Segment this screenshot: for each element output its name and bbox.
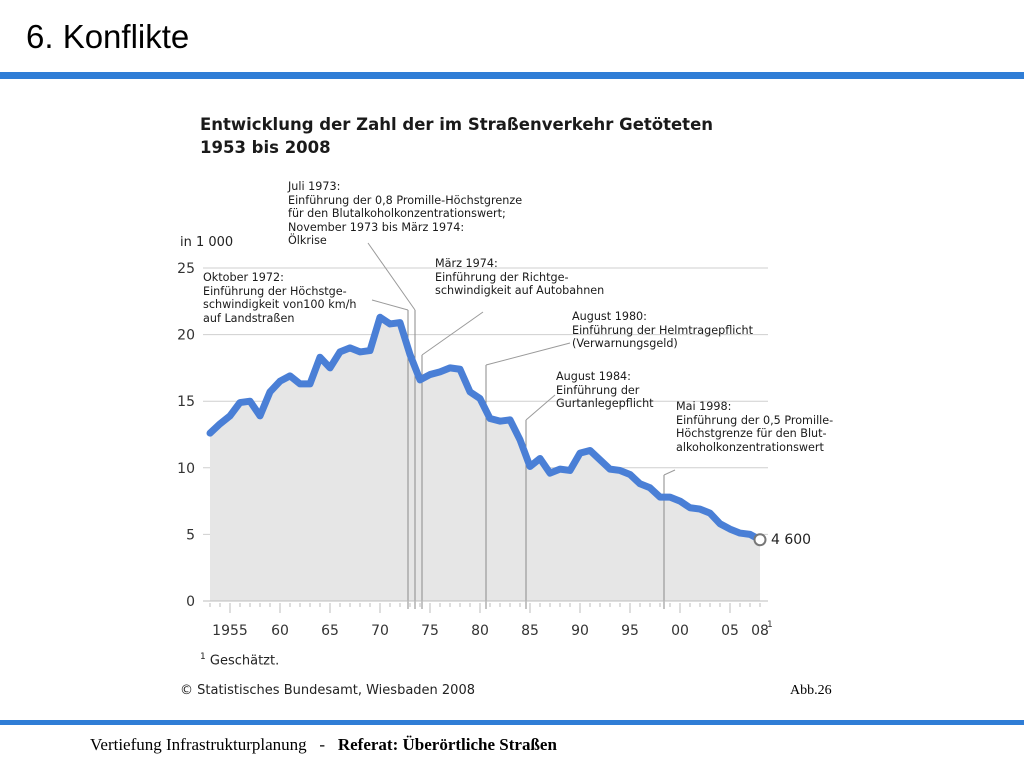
annotation-august-1984-leader bbox=[525, 394, 556, 421]
x-tick-label: 05 bbox=[721, 623, 739, 639]
annotation-line: Gurtanlegepflicht bbox=[556, 397, 654, 411]
top-accent-bar bbox=[0, 72, 1024, 79]
annotation-line: November 1973 bis März 1974: bbox=[288, 220, 465, 234]
y-tick-label: 0 bbox=[186, 594, 195, 610]
x-tick-label: 1955 bbox=[212, 623, 248, 639]
x-tick-label: 08 bbox=[751, 623, 769, 639]
annotation-line: Ölkrise bbox=[288, 234, 327, 248]
annotation-line: Einführung der Richtge- bbox=[435, 270, 569, 284]
annotation-mai-1998: Mai 1998: Einführung der 0,5 Promille- Höc… bbox=[676, 400, 833, 454]
annotation-line: August 1984: bbox=[556, 370, 631, 383]
footer-topic: Referat: Überörtliche Straßen bbox=[337, 735, 557, 754]
annotation-line: August 1980: bbox=[572, 310, 647, 323]
x-tick-label: 65 bbox=[321, 623, 339, 639]
y-axis-unit-label: in 1 000 bbox=[180, 235, 234, 250]
x-tick-label: 90 bbox=[571, 623, 589, 639]
slide-title: 6. Konflikte bbox=[26, 18, 190, 55]
end-value-label: 4 600 bbox=[771, 532, 812, 548]
annotation-line: Höchstgrenze für den Blut- bbox=[676, 427, 827, 441]
annotation-line: Einführung der Helmtragepflicht bbox=[572, 323, 753, 337]
footnote: 1 Geschätzt. bbox=[200, 652, 279, 668]
data-line bbox=[206, 313, 767, 547]
annotation-mai-1998-leader bbox=[663, 469, 676, 476]
y-tick-label: 5 bbox=[186, 527, 195, 543]
annotation-line: Mai 1998: bbox=[676, 400, 732, 413]
chart-title-line-2: 1953 bis 2008 bbox=[200, 138, 331, 157]
annotation-august-1980: August 1980: Einführung der Helmtragepfli… bbox=[572, 310, 753, 351]
annotation-oktober-1972: Oktober 1972: Einführung der Höchstge-sch… bbox=[203, 271, 356, 325]
bottom-accent-bar bbox=[0, 720, 1024, 725]
footer-course: Vertiefung Infrastrukturplanung - bbox=[90, 735, 338, 754]
x-tick-label: 85 bbox=[521, 623, 539, 639]
footnote-text: Geschätzt. bbox=[209, 653, 280, 669]
y-tick-label: 25 bbox=[177, 261, 195, 277]
y-tick-label: 20 bbox=[177, 328, 195, 344]
figure-label: Abb.26 bbox=[790, 683, 832, 698]
annotation-maerz-1974-leader bbox=[421, 311, 484, 356]
annotation-line: Einführung der bbox=[556, 383, 640, 397]
series-line bbox=[206, 313, 764, 544]
x-tick-label: 80 bbox=[471, 623, 489, 639]
annotation-line: (Verwarnungsgeld) bbox=[572, 337, 678, 351]
y-tick-label: 10 bbox=[177, 461, 195, 477]
x-tick-label: 60 bbox=[271, 623, 289, 639]
x-tick-label: 95 bbox=[621, 623, 639, 639]
annotation-line: Einführung der 0,8 Promille-Höchstgrenze bbox=[288, 193, 523, 207]
chart-title-line-1: Entwicklung der Zahl der im Straßenverke… bbox=[200, 115, 714, 134]
x-tick-label: 75 bbox=[421, 623, 439, 639]
annotation-line: schwindigkeit von100 km/h bbox=[203, 298, 357, 312]
x-footnote-marker: 1 bbox=[767, 620, 773, 630]
y-tick-label: 15 bbox=[177, 394, 195, 410]
annotation-oktober-1972-leader bbox=[371, 299, 409, 311]
annotation-line: Einführung der 0,5 Promille- bbox=[676, 413, 834, 427]
x-tick-label: 70 bbox=[371, 623, 389, 639]
annotation-line: auf Landstraßen bbox=[203, 311, 295, 325]
annotation-maerz-1974: März 1974: Einführung der Richtge-schwind… bbox=[435, 257, 604, 298]
annotation-juli-1973: Juli 1973: Einführung der 0,8 Promille-Hö… bbox=[288, 180, 522, 248]
end-point-marker bbox=[753, 533, 767, 547]
area-fill bbox=[210, 317, 760, 601]
annotation-line: alkoholkonzentrationswert bbox=[676, 440, 824, 454]
source-credit: © Statistisches Bundesamt, Wiesbaden 200… bbox=[180, 683, 475, 698]
x-tick-label: 00 bbox=[671, 623, 689, 639]
annotation-juli-1973-leader bbox=[367, 242, 416, 311]
data-area bbox=[210, 317, 760, 601]
annotation-line: schwindigkeit auf Autobahnen bbox=[435, 284, 605, 298]
annotation-august-1984: August 1984: Einführung der Gurtanlegepfli… bbox=[556, 370, 654, 411]
footer: Vertiefung Infrastrukturplanung - Refera… bbox=[90, 735, 557, 755]
annotation-line: März 1974: bbox=[435, 257, 498, 270]
annotation-line: Einführung der Höchstge- bbox=[203, 284, 347, 298]
annotation-august-1980-leader bbox=[485, 342, 571, 366]
footnote-marker: 1 bbox=[200, 652, 206, 662]
annotation-line: für den Blutalkoholkonzentrationswert; bbox=[288, 207, 506, 221]
annotation-line: Oktober 1972: bbox=[203, 271, 284, 284]
annotation-line: Juli 1973: bbox=[288, 180, 341, 193]
chart-title: Entwicklung der Zahl der im Straßenverke… bbox=[200, 113, 713, 159]
